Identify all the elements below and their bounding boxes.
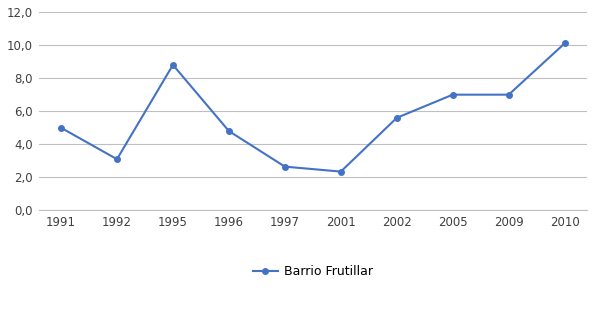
Barrio Frutillar — [113, 157, 121, 161]
Barrio Frutillar — [337, 170, 345, 173]
Barrio Frutillar — [282, 165, 289, 168]
Barrio Frutillar — [58, 126, 65, 130]
Barrio Frutillar — [169, 63, 176, 67]
Barrio Frutillar — [393, 116, 400, 120]
Legend: Barrio Frutillar: Barrio Frutillar — [248, 260, 378, 283]
Barrio Frutillar — [561, 41, 568, 45]
Barrio Frutillar — [225, 129, 232, 133]
Line: Barrio Frutillar: Barrio Frutillar — [58, 40, 567, 174]
Barrio Frutillar — [505, 93, 512, 97]
Barrio Frutillar — [449, 93, 456, 97]
